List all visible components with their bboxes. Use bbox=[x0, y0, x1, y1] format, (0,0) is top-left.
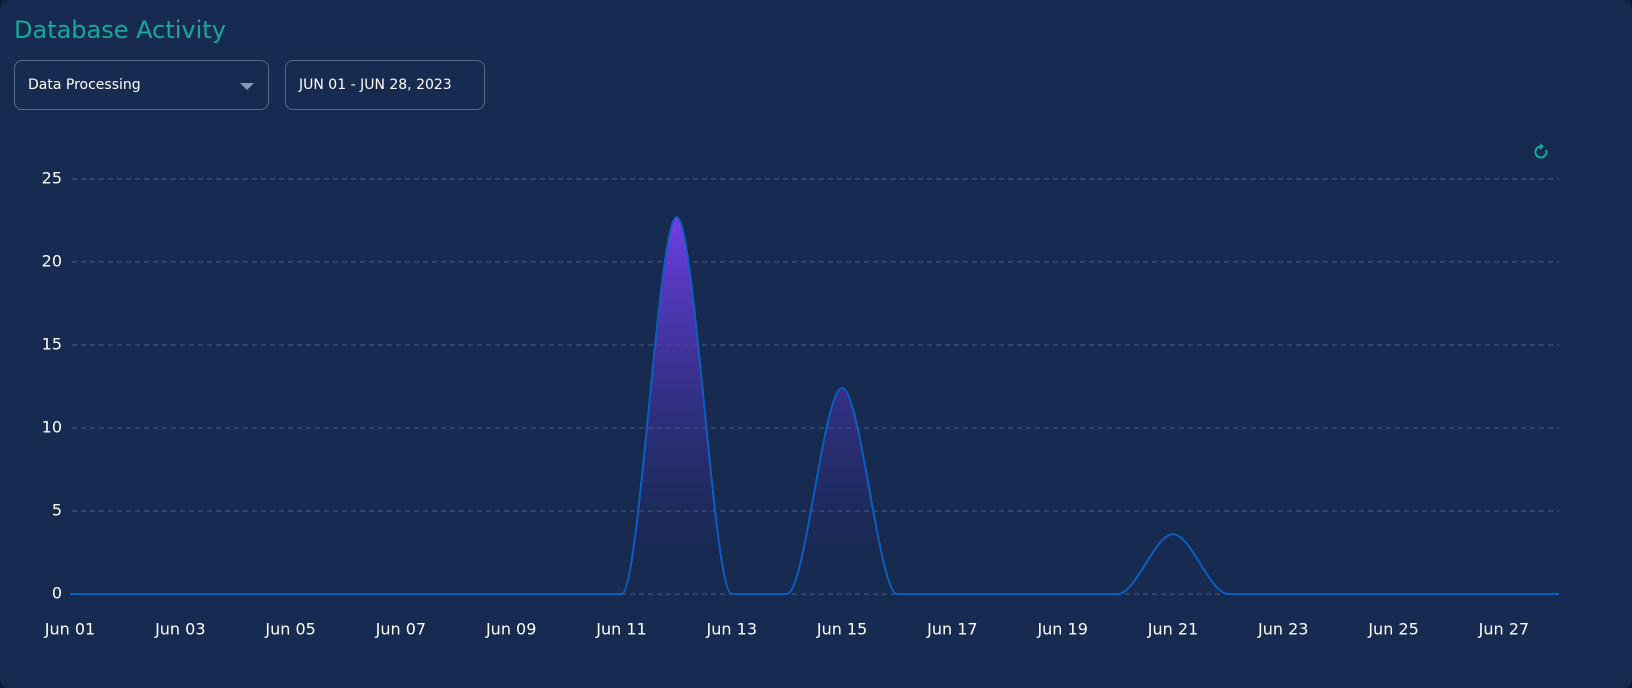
refresh-button[interactable] bbox=[1534, 143, 1548, 159]
x-tick-label: Jun 01 bbox=[44, 620, 95, 639]
dataset-dropdown[interactable]: Data Processing bbox=[14, 60, 269, 110]
x-tick-label: Jun 09 bbox=[485, 620, 536, 639]
dropdown-arrow bbox=[240, 83, 254, 90]
line bbox=[70, 216, 1559, 595]
y-tick-label: 20 bbox=[42, 252, 62, 271]
x-tick-label: Jun 21 bbox=[1147, 620, 1198, 639]
x-tick-label: Jun 13 bbox=[706, 620, 757, 639]
y-tick-label: 25 bbox=[42, 169, 62, 188]
x-tick-label: Jun 27 bbox=[1478, 620, 1529, 639]
x-tick-label: Jun 05 bbox=[264, 620, 315, 639]
title: Database Activity bbox=[14, 16, 226, 44]
x-tick-label: Jun 17 bbox=[926, 620, 977, 639]
x-tick-label: Jun 19 bbox=[1036, 620, 1087, 639]
y-tick-label: 0 bbox=[52, 584, 62, 603]
y-tick-label: 10 bbox=[42, 418, 62, 437]
date-range-label: JUN 01 - JUN 28, 2023 bbox=[299, 77, 452, 93]
y-tick-label: 5 bbox=[52, 501, 62, 520]
x-tick-label: Jun 03 bbox=[154, 620, 205, 639]
x-tick-label: Jun 23 bbox=[1257, 620, 1308, 639]
dropdown-label: Data Processing bbox=[28, 77, 141, 93]
date-range-picker[interactable]: JUN 01 - JUN 28, 2023 bbox=[285, 60, 485, 110]
y-tick-label: 15 bbox=[42, 335, 62, 354]
x-tick-label: Jun 25 bbox=[1367, 620, 1418, 639]
area-fill bbox=[70, 217, 1559, 594]
x-tick-label: Jun 11 bbox=[595, 620, 646, 639]
x-tick-label: Jun 15 bbox=[816, 620, 867, 639]
x-tick-label: Jun 07 bbox=[375, 620, 426, 639]
